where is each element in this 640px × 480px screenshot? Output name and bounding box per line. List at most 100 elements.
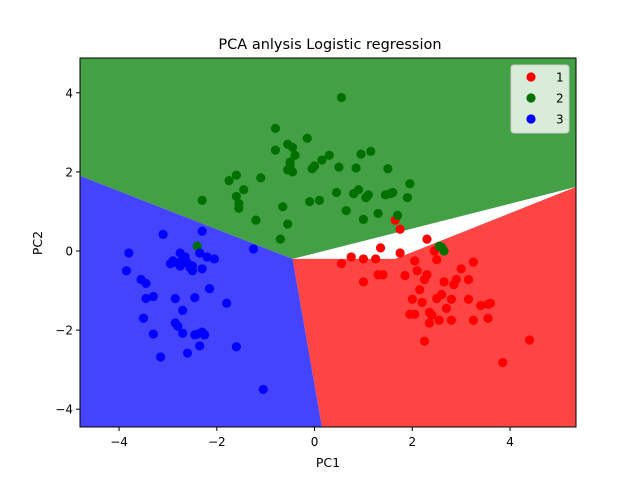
- data-point-class-1: [395, 248, 405, 258]
- data-point-class-3: [197, 327, 207, 337]
- data-point-class-1: [483, 313, 493, 323]
- data-point-class-1: [424, 307, 434, 317]
- data-point-class-3: [197, 226, 207, 236]
- data-point-class-3: [141, 278, 151, 289]
- data-point-class-3: [209, 254, 219, 264]
- data-point-class-3: [204, 283, 215, 294]
- data-point-class-1: [432, 255, 442, 265]
- data-point-class-2: [231, 170, 241, 180]
- data-point-class-1: [434, 315, 444, 325]
- data-point-class-1: [415, 285, 425, 295]
- data-point-class-3: [195, 341, 205, 351]
- data-point-class-1: [422, 270, 432, 280]
- data-point-class-2: [287, 167, 298, 177]
- data-point-class-2: [373, 208, 383, 219]
- legend-label-1: 1: [556, 71, 564, 85]
- data-point-class-2: [275, 234, 285, 244]
- data-point-class-3: [231, 342, 241, 352]
- data-point-class-1: [524, 335, 535, 345]
- data-point-class-2: [224, 176, 234, 186]
- data-point-class-3: [182, 348, 193, 358]
- data-point-class-2: [314, 195, 325, 205]
- data-point-class-3: [170, 293, 180, 304]
- data-point-class-1: [358, 254, 369, 264]
- data-point-class-2: [283, 219, 293, 229]
- y-tick-label: 2: [65, 165, 73, 179]
- data-point-class-1: [358, 277, 369, 287]
- data-point-class-1: [437, 289, 447, 300]
- legend-box: [510, 64, 570, 134]
- data-points: [121, 92, 535, 395]
- data-point-class-2: [331, 187, 342, 198]
- data-point-class-1: [422, 234, 432, 244]
- data-point-class-1: [410, 256, 420, 266]
- data-point-class-1: [378, 270, 388, 280]
- legend-label-2: 2: [556, 92, 564, 106]
- data-point-class-1: [441, 303, 452, 313]
- data-point-class-1: [375, 243, 386, 253]
- data-point-class-2: [324, 150, 334, 160]
- data-point-class-1: [410, 309, 420, 319]
- data-point-class-2: [302, 133, 312, 143]
- data-point-class-1: [424, 318, 434, 328]
- data-point-class-3: [138, 313, 149, 323]
- data-point-class-1: [476, 300, 486, 311]
- data-point-class-2: [278, 202, 288, 212]
- data-point-class-2: [356, 149, 366, 159]
- data-point-class-1: [417, 297, 427, 308]
- x-axis-ticks: −4 −2 0 2 4: [110, 427, 514, 449]
- data-point-class-1: [468, 257, 478, 267]
- x-tick-label: 2: [408, 435, 416, 449]
- data-point-class-3: [158, 229, 168, 239]
- data-point-class-2: [251, 215, 261, 225]
- data-point-class-2: [270, 123, 281, 133]
- data-point-class-1: [336, 259, 347, 269]
- data-point-class-2: [358, 214, 369, 224]
- data-point-class-3: [258, 384, 268, 395]
- data-point-class-2: [197, 195, 207, 205]
- data-point-class-2: [388, 187, 398, 198]
- data-point-class-1: [463, 294, 474, 304]
- x-tick-label: −4: [110, 435, 128, 449]
- data-point-class-2: [256, 173, 266, 183]
- data-point-class-2: [351, 163, 361, 173]
- data-point-class-3: [156, 352, 166, 362]
- data-point-class-1: [463, 274, 474, 285]
- data-point-class-2: [309, 161, 320, 171]
- data-point-class-2: [383, 164, 393, 174]
- data-point-class-1: [439, 277, 449, 287]
- data-point-class-3: [148, 329, 158, 339]
- data-point-class-1: [371, 254, 381, 264]
- data-point-class-2: [393, 210, 403, 221]
- data-point-class-3: [190, 293, 200, 303]
- data-point-class-1: [346, 252, 356, 262]
- y-axis-label: PC2: [30, 231, 45, 255]
- data-point-class-3: [148, 291, 158, 302]
- legend-marker-3: [526, 114, 536, 124]
- x-tick-label: 0: [311, 435, 319, 449]
- y-tick-label: 4: [65, 86, 73, 100]
- data-point-class-1: [446, 315, 456, 325]
- data-point-class-2: [317, 155, 327, 165]
- data-point-class-2: [334, 162, 344, 172]
- data-point-class-3: [197, 264, 207, 274]
- data-point-class-1: [485, 298, 496, 308]
- data-point-class-1: [395, 224, 405, 234]
- data-point-class-3: [202, 252, 212, 262]
- data-point-class-2: [366, 146, 376, 156]
- data-point-class-3: [178, 305, 188, 315]
- x-axis-label: PC1: [316, 455, 340, 470]
- data-point-class-2: [434, 241, 444, 251]
- x-tick-label: 4: [506, 435, 514, 449]
- data-point-class-2: [336, 92, 347, 103]
- data-point-class-3: [141, 293, 151, 304]
- data-point-class-2: [234, 203, 244, 213]
- plot-frame: [79, 57, 577, 428]
- data-point-class-2: [305, 196, 315, 207]
- data-point-class-2: [239, 185, 249, 195]
- decision-regions: [80, 58, 576, 427]
- data-point-class-3: [173, 321, 183, 331]
- data-point-class-3: [248, 244, 259, 254]
- legend-marker-1: [526, 72, 536, 82]
